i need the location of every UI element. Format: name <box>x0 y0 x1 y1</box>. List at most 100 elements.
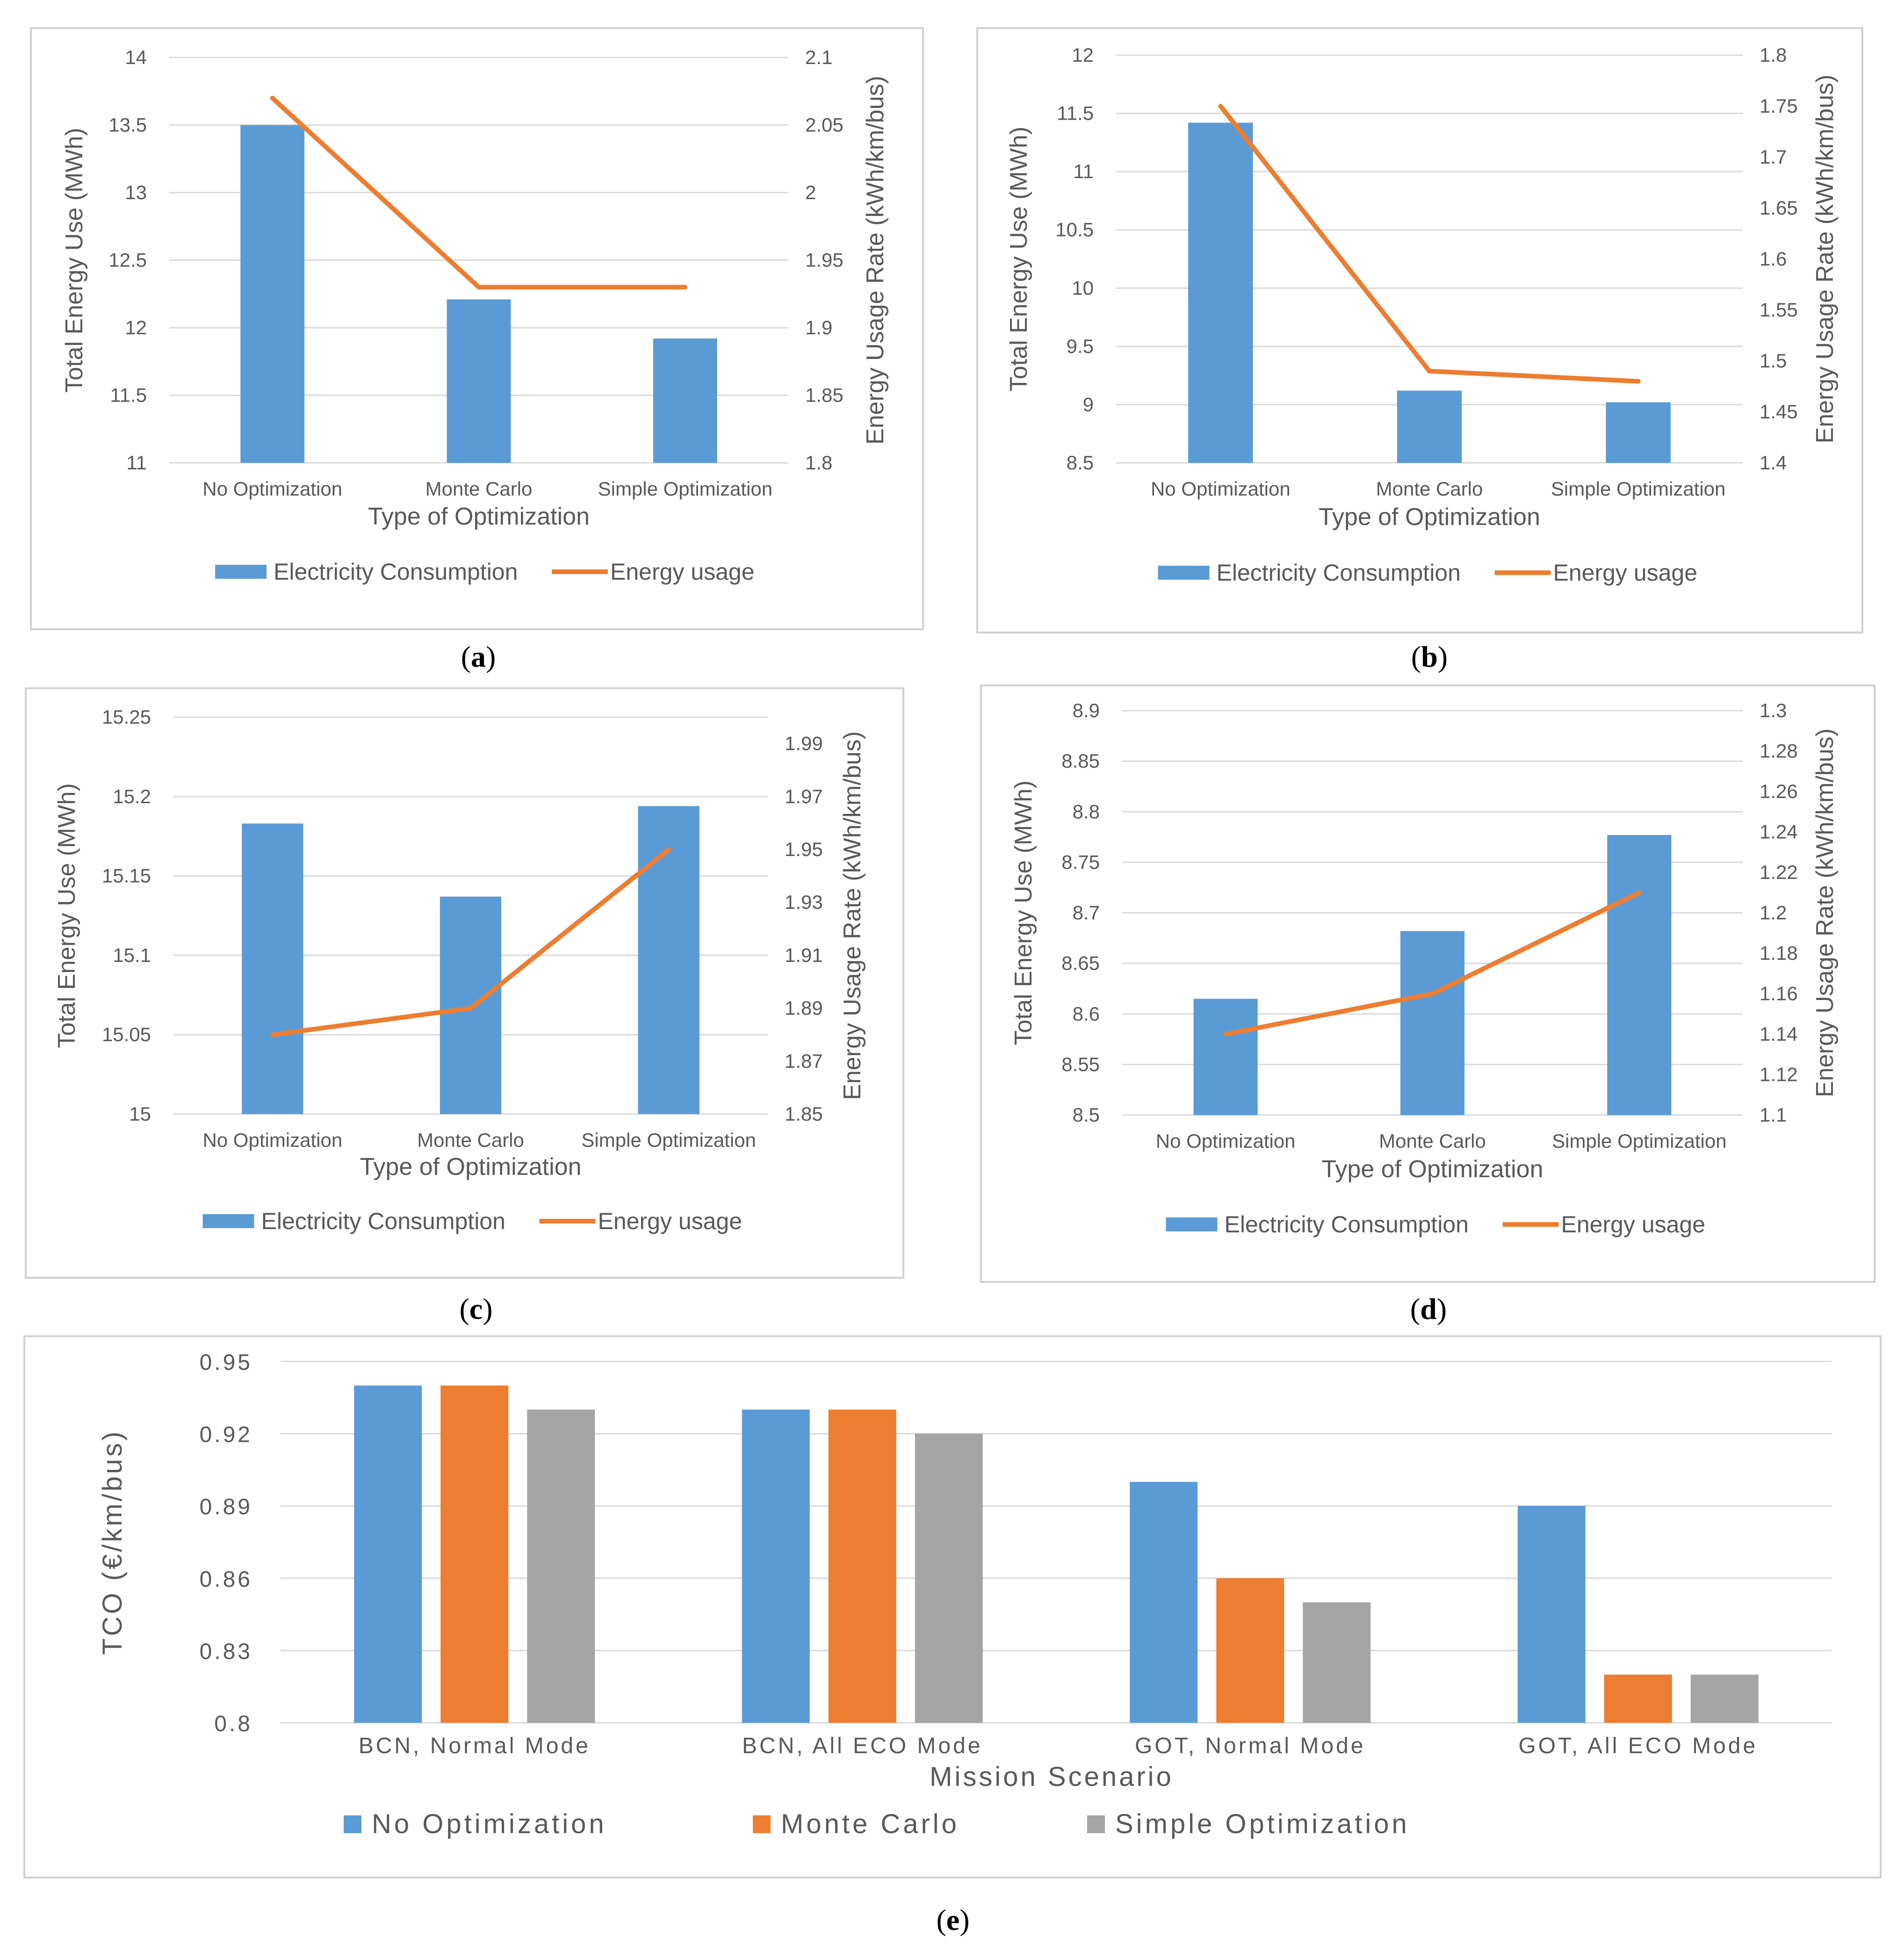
y2-tick-label: 1.95 <box>785 838 823 860</box>
legend-label-energy-usage: Energy usage <box>610 559 755 585</box>
y-tick-label: 12 <box>1072 44 1094 66</box>
y-tick-label: 8.7 <box>1073 902 1100 924</box>
bar-electricity-consumption <box>1606 402 1671 463</box>
bar-simple-optimization <box>1303 1602 1371 1723</box>
bar-monte-carlo <box>440 1385 509 1723</box>
x-tick-label: BCN, Normal Mode <box>359 1734 591 1758</box>
x-tick-label: No Optimization <box>202 1129 342 1151</box>
line-energy-usage <box>270 95 688 290</box>
bar-no-optimization <box>354 1385 422 1723</box>
bar-electricity-consumption <box>1193 999 1258 1115</box>
line-energy-usage <box>270 847 671 1037</box>
y-tick-label: 15.05 <box>102 1023 151 1045</box>
panel-letter: c <box>469 1292 483 1325</box>
x-axis-title: Type of Optimization <box>1319 504 1540 531</box>
y-tick-label: 15.15 <box>102 865 151 887</box>
bar-electricity-consumption <box>1397 390 1462 463</box>
y2-tick-label: 2.1 <box>805 46 832 68</box>
x-tick-label: Monte Carlo <box>1376 478 1483 500</box>
bar-simple-optimization <box>1690 1674 1759 1723</box>
y2-axis-title: Energy Usage Rate (kWh/km/bus) <box>1811 728 1839 1097</box>
bar-simple-optimization <box>915 1433 983 1723</box>
y2-tick-label: 1.9 <box>805 317 832 338</box>
y-tick-label: 15.2 <box>113 785 151 807</box>
y2-tick-label: 1.85 <box>785 1103 823 1125</box>
legend-label-simple-optimization: Simple Optimization <box>1115 1809 1410 1839</box>
legend-label-electricity: Electricity Consumption <box>1217 560 1461 586</box>
x-tick-label: BCN, All ECO Mode <box>742 1734 982 1758</box>
y2-tick-label: 1.7 <box>1760 146 1787 168</box>
y2-tick-label: 1.18 <box>1760 942 1798 964</box>
panel-label-c: (c) <box>459 1292 492 1325</box>
y-axis-title: Total Energy Use (MWh) <box>1005 127 1032 391</box>
x-tick-label: GOT, Normal Mode <box>1135 1734 1365 1758</box>
x-tick-label: Simple Optimization <box>1552 1130 1726 1152</box>
legend-label-electricity: Electricity Consumption <box>1225 1211 1469 1238</box>
legend-label-energy-usage: Energy usage <box>598 1208 743 1234</box>
chart-frame <box>976 27 1863 633</box>
y2-tick-label: 1.8 <box>1760 44 1787 66</box>
y2-tick-label: 2.05 <box>805 114 844 136</box>
y2-axis-title: Energy Usage Rate (kWh/km/bus) <box>862 76 889 445</box>
y-tick-label: 15.25 <box>102 706 151 728</box>
y-tick-label: 15.1 <box>113 944 151 966</box>
x-axis-title: Type of Optimization <box>360 1153 582 1180</box>
line-energy-usage <box>1223 890 1642 1036</box>
y2-tick-label: 1.87 <box>785 1050 823 1072</box>
x-tick-label: Monte Carlo <box>417 1129 524 1151</box>
y-tick-label: 0.89 <box>200 1495 252 1519</box>
panel-label-e: (e) <box>936 1903 969 1936</box>
y2-tick-label: 1.85 <box>805 384 844 406</box>
legend-swatch-electricity <box>1158 566 1210 580</box>
legend-swatch-no-optimization <box>344 1815 361 1833</box>
x-tick-label: No Optimization <box>202 478 342 500</box>
y-tick-label: 14 <box>125 46 147 68</box>
legend-label-electricity: Electricity Consumption <box>261 1208 505 1234</box>
x-tick-label: Simple Optimization <box>581 1129 756 1151</box>
y2-tick-label: 1.89 <box>785 997 823 1019</box>
y-tick-label: 12 <box>125 317 147 338</box>
y-tick-label: 11.5 <box>1057 102 1094 124</box>
y-tick-label: 11 <box>126 452 147 474</box>
y2-tick-label: 1.26 <box>1760 780 1798 802</box>
y2-tick-label: 1.5 <box>1760 350 1787 372</box>
y2-tick-label: 1.4 <box>1760 452 1787 474</box>
chart-c: 15 15.05 15.1 15.15 15.2 15.25 1.85 1.87 1.89 1.9… <box>25 687 904 1279</box>
y2-tick-label: 1.95 <box>805 249 844 271</box>
y2-tick-label: 1.8 <box>805 452 832 474</box>
x-tick-label: Monte Carlo <box>1379 1130 1486 1152</box>
bar-simple-optimization <box>527 1410 595 1723</box>
y-axis-title: Total Energy Use (MWh) <box>61 128 88 392</box>
y2-tick-label: 1.97 <box>785 785 823 807</box>
y2-tick-label: 2 <box>805 181 816 203</box>
y-tick-label: 8.85 <box>1061 750 1100 772</box>
panel-label-a: (a) <box>461 640 496 673</box>
legend-label-electricity: Electricity Consumption <box>274 559 518 585</box>
legend: Electricity Consumption Energy usage <box>202 1208 743 1234</box>
y2-tick-label: 1.28 <box>1760 740 1798 762</box>
y2-tick-label: 1.91 <box>785 944 823 966</box>
bar-electricity-consumption <box>447 299 511 463</box>
panel-label-b: (b) <box>1411 640 1448 673</box>
chart-d: 8.5 8.55 8.6 8.65 8.7 8.75 8.8 8.85 8.9 1.1 1.12 1.… <box>980 684 1875 1283</box>
y-tick-label: 11.5 <box>110 384 147 406</box>
legend-swatch-electricity <box>1166 1217 1218 1231</box>
bar-electricity-consumption <box>1607 835 1672 1115</box>
y2-tick-label: 1.22 <box>1760 861 1798 883</box>
y2-tick-label: 1.75 <box>1760 95 1798 117</box>
bar-electricity-consumption <box>638 806 700 1114</box>
y-axis-title: Total Energy Use (MWh) <box>53 783 80 1048</box>
y-tick-label: 0.83 <box>200 1639 252 1664</box>
bar-no-optimization <box>1130 1482 1198 1723</box>
y-tick-label: 8.5 <box>1073 1104 1100 1126</box>
y-tick-label: 0.8 <box>214 1712 252 1736</box>
y-tick-label: 8.75 <box>1061 851 1100 873</box>
x-tick-label: GOT, All ECO Mode <box>1518 1734 1758 1758</box>
panel-letter: e <box>946 1903 959 1936</box>
legend-label-energy-usage: Energy usage <box>1553 560 1698 586</box>
bar-electricity-consumption <box>1188 122 1253 463</box>
y-tick-label: 10.5 <box>1055 219 1094 241</box>
y-tick-label: 0.95 <box>200 1350 252 1375</box>
legend-swatch-electricity <box>215 565 267 579</box>
y2-tick-label: 1.12 <box>1760 1064 1798 1086</box>
